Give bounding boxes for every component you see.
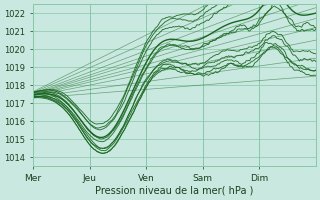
X-axis label: Pression niveau de la mer( hPa ): Pression niveau de la mer( hPa ) <box>95 186 253 196</box>
